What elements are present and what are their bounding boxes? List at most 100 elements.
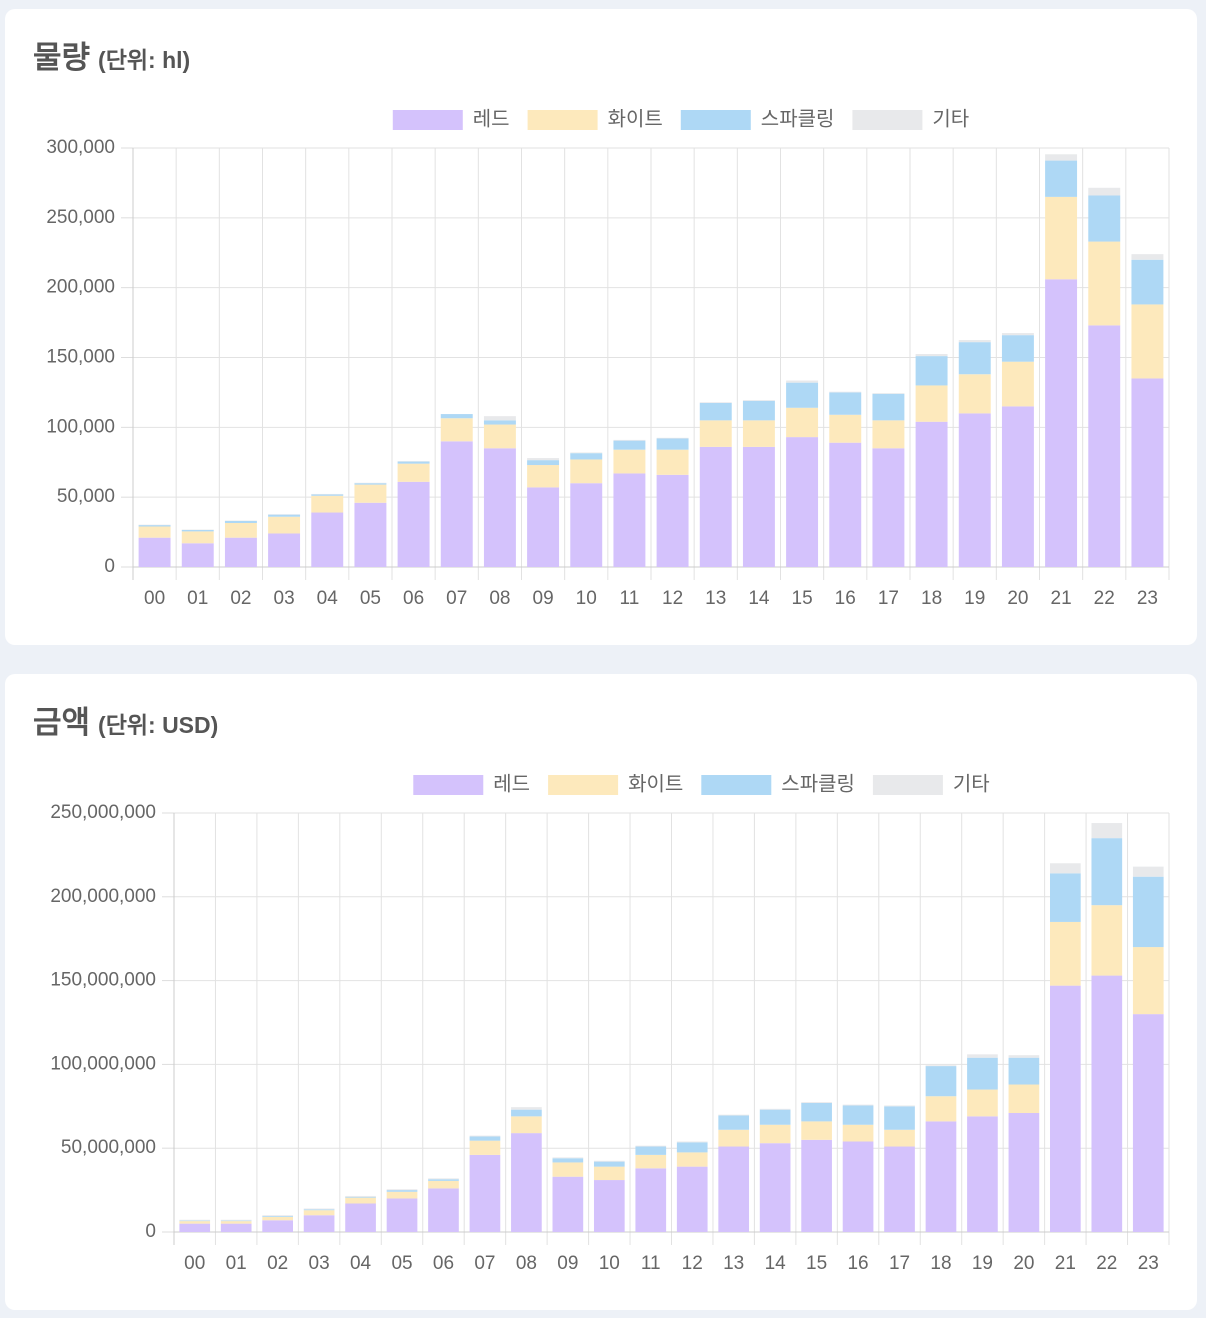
bar-segment [699,446,732,567]
bar-segment [179,1221,211,1224]
bar-segment [635,1154,667,1169]
legend-label: 화이트 [608,107,663,130]
legend-label: 스파클링 [781,772,855,795]
bar-segment [527,465,560,488]
y-tick-label: 250,000,000 [50,802,156,823]
x-tick-label: 01 [187,588,208,609]
x-tick-label: 00 [184,1253,205,1274]
bar-segment [1050,921,1081,986]
bar-segment [552,1176,584,1232]
x-tick-label: 16 [847,1253,868,1274]
x-tick-label: 17 [878,588,899,609]
bar-segment [718,1115,750,1130]
bar-segment [699,420,732,447]
bar-segment [181,529,214,532]
bar-segment [440,418,473,442]
bar-segment [224,523,257,538]
y-tick-label: 0 [145,1221,156,1242]
bar-segment [613,439,646,441]
bar-segment [676,1152,708,1167]
bar-segment [829,391,862,393]
bar-segment [220,1223,252,1232]
x-tick-label: 16 [835,588,856,609]
bar-segment [786,382,819,408]
bar-segment [759,1108,791,1110]
bar-segment [958,340,991,343]
bar-segment [224,520,257,524]
bar-segment [1132,876,1164,948]
bar-segment [303,1209,335,1211]
bar-segment [925,1096,957,1122]
legend-swatch [852,110,923,130]
bar-segment [915,421,948,567]
legend-swatch [392,110,463,130]
bar-segment [1088,241,1121,326]
bar-segment [759,1109,791,1125]
bar-segment [1045,196,1078,280]
x-tick-label: 21 [1055,1253,1076,1274]
bar-segment [483,420,516,425]
bar-segment [718,1129,750,1147]
x-tick-label: 12 [662,588,683,609]
bar-segment [872,393,905,421]
x-tick-label: 02 [267,1253,288,1274]
bar-segment [345,1195,376,1197]
bar-segment [552,1157,584,1159]
x-tick-label: 18 [930,1253,951,1274]
bar-segment [872,448,905,567]
bar-segment [1001,335,1034,362]
legend-label: 기타 [953,772,990,795]
bar-segment [311,494,344,496]
bar-segment [958,374,991,414]
bar-segment [635,1168,667,1232]
bar-segment [786,380,819,383]
bar-segment [872,393,905,394]
bar-segment [511,1133,542,1232]
bar-segment [842,1141,874,1232]
bar-segment [925,1065,957,1067]
bar-segment [469,1135,501,1137]
bar-segment [742,400,775,421]
bar-segment [138,537,171,567]
y-tick-label: 100,000,000 [50,1053,156,1074]
bar-segment [676,1142,708,1153]
chart-title: 물량 [33,40,90,75]
x-tick-label: 13 [723,1253,744,1274]
bar-segment [635,1145,667,1147]
bar-segment [1132,947,1164,1015]
bar-segment [593,1161,625,1167]
x-tick-label: 07 [474,1253,495,1274]
bar-segment [570,453,603,460]
bar-segment [303,1210,335,1216]
bar-segment [469,1154,501,1232]
legend-label: 레드 [473,107,510,130]
bar-segment [1088,325,1121,567]
bar-segment [1131,259,1164,305]
bar-segment [552,1162,584,1177]
x-tick-label: 05 [360,588,381,609]
bar-segment [220,1221,252,1224]
bar-segment [262,1216,293,1217]
x-tick-label: 14 [765,1253,787,1274]
x-tick-label: 23 [1138,1253,1159,1274]
y-tick-label: 50,000,000 [61,1137,156,1158]
bar-segment [718,1146,750,1232]
bar-segment [842,1105,874,1125]
x-tick-label: 00 [144,588,165,609]
bar-segment [570,483,603,567]
bar-segment [303,1208,335,1210]
x-tick-label: 04 [317,588,339,609]
x-tick-label: 01 [226,1253,247,1274]
bar-segment [759,1143,791,1232]
legend-label: 화이트 [628,772,683,795]
bar-segment [786,437,819,567]
bar-segment [1131,304,1164,379]
chart-unit: (단위: USD) [98,712,218,738]
x-tick-label: 03 [309,1253,330,1274]
bar-segment [925,1121,957,1232]
x-tick-label: 14 [748,588,770,609]
bar-segment [1008,1057,1040,1085]
legend-label: 레드 [493,772,530,795]
y-tick-label: 150,000,000 [50,970,156,991]
bar-segment [829,442,862,567]
